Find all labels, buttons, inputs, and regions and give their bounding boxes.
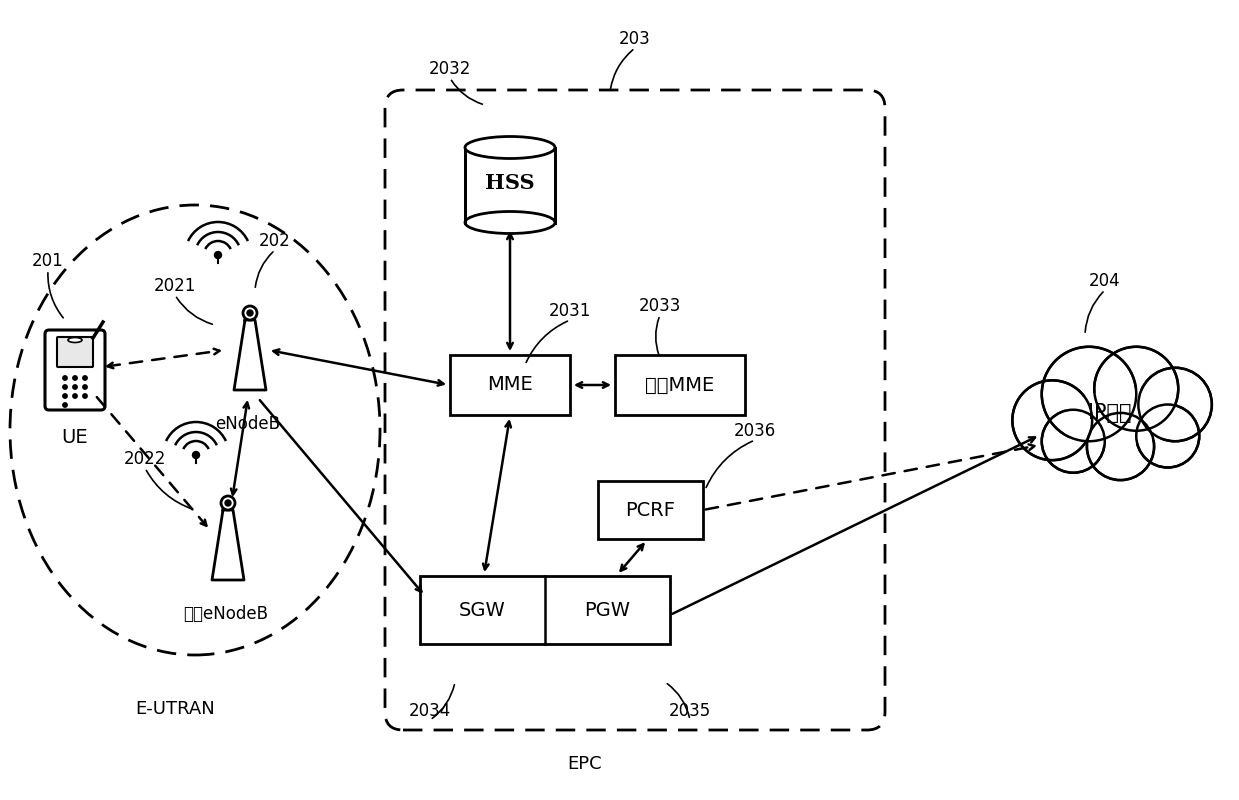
Ellipse shape: [243, 306, 256, 320]
Text: 2021: 2021: [154, 277, 196, 295]
Circle shape: [63, 385, 67, 389]
Text: SGW: SGW: [460, 601, 506, 619]
Text: MME: MME: [487, 375, 533, 394]
Circle shape: [83, 385, 87, 389]
Text: UE: UE: [62, 428, 88, 447]
FancyBboxPatch shape: [45, 330, 105, 410]
Text: 其它eNodeB: 其它eNodeB: [183, 605, 269, 623]
Text: PGW: PGW: [585, 601, 631, 619]
Circle shape: [63, 402, 67, 407]
Text: 其它MME: 其它MME: [646, 375, 715, 394]
Ellipse shape: [68, 338, 82, 342]
Circle shape: [1087, 413, 1154, 480]
Circle shape: [83, 376, 87, 380]
Text: 2033: 2033: [639, 297, 681, 315]
Text: 2032: 2032: [429, 60, 471, 78]
Bar: [465, 147, 555, 222]
Circle shape: [63, 394, 67, 398]
Ellipse shape: [465, 211, 555, 234]
Bar: [450, 355, 570, 415]
Text: E-UTRAN: E-UTRAN: [135, 700, 214, 718]
Text: 2035: 2035: [669, 702, 711, 720]
Text: 201: 201: [32, 252, 64, 270]
Text: IP业务: IP业务: [1088, 403, 1131, 423]
Polygon shape: [234, 320, 266, 390]
Text: 2022: 2022: [124, 450, 166, 468]
Circle shape: [225, 500, 230, 506]
Polygon shape: [212, 510, 244, 580]
Circle shape: [73, 385, 77, 389]
Text: PCRF: PCRF: [624, 501, 675, 519]
Text: 2034: 2034: [409, 702, 451, 720]
Bar: [597, 481, 703, 539]
Circle shape: [192, 451, 199, 458]
FancyBboxPatch shape: [57, 337, 93, 367]
Circle shape: [63, 376, 67, 380]
Polygon shape: [1052, 389, 1175, 446]
Polygon shape: [1052, 389, 1175, 446]
Text: HSS: HSS: [486, 173, 535, 193]
Circle shape: [1139, 368, 1212, 442]
Circle shape: [1012, 380, 1092, 460]
Circle shape: [73, 394, 77, 398]
Text: eNodeB: eNodeB: [216, 415, 280, 433]
Circle shape: [1042, 346, 1136, 442]
Text: 203: 203: [620, 30, 650, 48]
Circle shape: [1136, 405, 1199, 467]
Ellipse shape: [221, 496, 235, 510]
Circle shape: [1094, 346, 1178, 430]
Text: 204: 204: [1089, 272, 1121, 290]
Circle shape: [83, 394, 87, 398]
Text: EPC: EPC: [567, 755, 602, 773]
Circle shape: [73, 376, 77, 380]
Text: 202: 202: [259, 232, 291, 250]
Circle shape: [1042, 410, 1105, 473]
Circle shape: [214, 251, 222, 258]
Bar: [615, 355, 745, 415]
Circle shape: [247, 310, 253, 316]
Ellipse shape: [465, 137, 555, 158]
Text: 2036: 2036: [733, 422, 776, 440]
Bar: [420, 576, 670, 644]
Text: 2031: 2031: [549, 302, 591, 320]
